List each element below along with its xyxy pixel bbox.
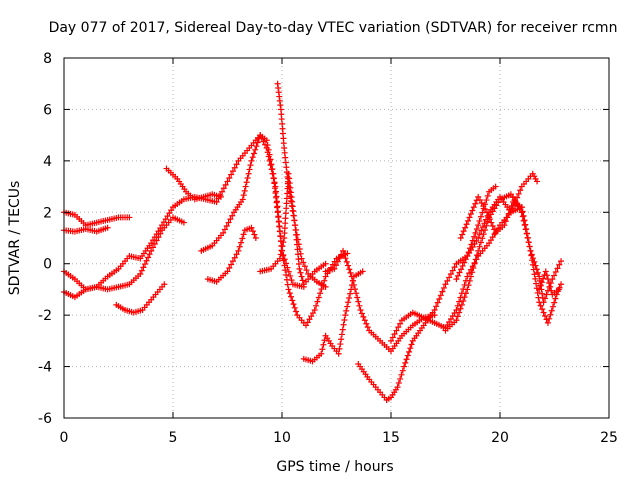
- y-axis-label: SDTVAR / TECUs: [7, 181, 23, 296]
- y-tick-label: 0: [43, 257, 52, 273]
- x-axis-label: GPS time / hours: [276, 459, 393, 475]
- y-tick-label: -2: [38, 308, 52, 324]
- series-arc-h: [204, 224, 259, 285]
- x-tick-label: 0: [60, 430, 69, 446]
- series-markers: [163, 165, 224, 203]
- series-markers: [274, 80, 329, 290]
- x-tick-label: 5: [169, 430, 178, 446]
- series-arc-s: [536, 268, 562, 298]
- series-arc-e: [113, 281, 168, 316]
- data-points: [61, 80, 565, 403]
- y-tick-label: -4: [38, 360, 52, 376]
- x-tick-label: 15: [382, 430, 400, 446]
- y-tick-label: -6: [38, 411, 52, 427]
- y-tick-label: 8: [43, 51, 52, 67]
- x-tick-label: 10: [273, 430, 291, 446]
- series-markers: [510, 193, 565, 306]
- series-markers: [198, 132, 351, 329]
- axis-ticks: 0 5 10 15 20 25 -6 -4 -2 0 2 4 6 8: [38, 51, 618, 446]
- series-markers: [113, 281, 168, 316]
- series-markers: [204, 224, 259, 285]
- x-tick-label: 25: [600, 430, 618, 446]
- series-arc-f: [163, 165, 224, 203]
- series-arc-r: [510, 193, 565, 306]
- x-tick-label: 20: [491, 430, 509, 446]
- chart-title: Day 077 of 2017, Sidereal Day-to-day VTE…: [49, 20, 618, 36]
- series-markers: [453, 183, 499, 283]
- series-arc-j: [274, 80, 329, 290]
- plot-frame: [63, 57, 610, 419]
- y-tick-label: 6: [43, 102, 52, 118]
- y-tick-label: 2: [43, 205, 52, 221]
- series-arc-g: [198, 132, 351, 329]
- series-markers: [536, 268, 562, 298]
- y-tick-label: 4: [43, 154, 52, 170]
- series-arc-p: [453, 183, 499, 283]
